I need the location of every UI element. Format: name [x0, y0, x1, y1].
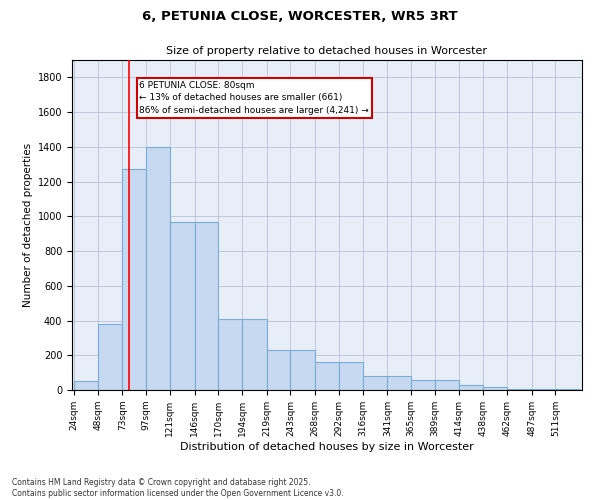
- Bar: [387, 376, 411, 390]
- Bar: [218, 319, 242, 390]
- Title: Size of property relative to detached houses in Worcester: Size of property relative to detached ho…: [167, 46, 487, 56]
- Bar: [460, 385, 483, 390]
- Y-axis label: Number of detached properties: Number of detached properties: [23, 143, 34, 307]
- Bar: [170, 222, 194, 390]
- Bar: [267, 350, 290, 390]
- Bar: [290, 350, 315, 390]
- Text: 6 PETUNIA CLOSE: 80sqm
← 13% of detached houses are smaller (661)
86% of semi-de: 6 PETUNIA CLOSE: 80sqm ← 13% of detached…: [139, 81, 369, 115]
- Bar: [242, 319, 267, 390]
- Text: Contains HM Land Registry data © Crown copyright and database right 2025.
Contai: Contains HM Land Registry data © Crown c…: [12, 478, 344, 498]
- X-axis label: Distribution of detached houses by size in Worcester: Distribution of detached houses by size …: [180, 442, 474, 452]
- Bar: [146, 147, 170, 390]
- Bar: [339, 362, 362, 390]
- Text: 6, PETUNIA CLOSE, WORCESTER, WR5 3RT: 6, PETUNIA CLOSE, WORCESTER, WR5 3RT: [142, 10, 458, 23]
- Bar: [435, 380, 460, 390]
- Bar: [315, 362, 339, 390]
- Bar: [556, 389, 580, 390]
- Bar: [122, 170, 146, 390]
- Bar: [532, 389, 556, 390]
- Bar: [483, 388, 507, 390]
- Bar: [194, 222, 218, 390]
- Bar: [362, 376, 387, 390]
- Bar: [507, 388, 532, 390]
- Bar: [74, 382, 98, 390]
- Bar: [411, 380, 435, 390]
- Bar: [98, 324, 122, 390]
